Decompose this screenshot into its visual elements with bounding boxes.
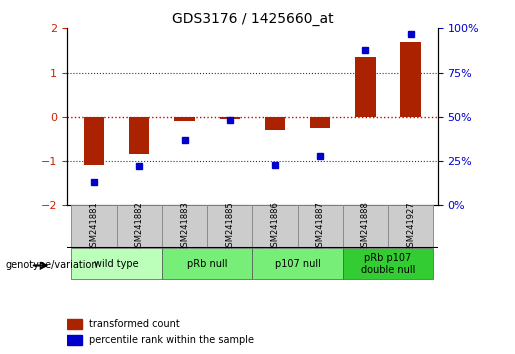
Text: p107 null: p107 null — [274, 259, 320, 269]
FancyBboxPatch shape — [162, 205, 207, 248]
Text: GSM241883: GSM241883 — [180, 201, 189, 252]
FancyBboxPatch shape — [298, 205, 343, 248]
Text: wild type: wild type — [94, 259, 139, 269]
Text: GSM241886: GSM241886 — [270, 201, 280, 252]
Text: GSM241881: GSM241881 — [90, 201, 98, 252]
FancyBboxPatch shape — [117, 205, 162, 248]
Text: GSM241887: GSM241887 — [316, 201, 324, 252]
Title: GDS3176 / 1425660_at: GDS3176 / 1425660_at — [171, 12, 333, 26]
Bar — [355, 57, 375, 117]
FancyBboxPatch shape — [343, 249, 433, 279]
FancyBboxPatch shape — [162, 249, 252, 279]
FancyBboxPatch shape — [343, 205, 388, 248]
Bar — [401, 42, 421, 117]
FancyBboxPatch shape — [388, 205, 433, 248]
Bar — [310, 117, 330, 128]
Bar — [175, 117, 195, 121]
Text: GSM241927: GSM241927 — [406, 201, 415, 252]
FancyBboxPatch shape — [207, 205, 252, 248]
Text: genotype/variation: genotype/variation — [5, 261, 98, 270]
FancyBboxPatch shape — [252, 249, 343, 279]
Text: pRb null: pRb null — [187, 259, 228, 269]
FancyBboxPatch shape — [72, 205, 117, 248]
Text: transformed count: transformed count — [89, 319, 180, 329]
Text: percentile rank within the sample: percentile rank within the sample — [89, 335, 254, 345]
Bar — [84, 117, 104, 166]
Bar — [67, 319, 82, 329]
Bar — [219, 117, 240, 119]
Text: pRb p107
double null: pRb p107 double null — [361, 253, 415, 275]
FancyBboxPatch shape — [72, 249, 162, 279]
Bar — [129, 117, 149, 154]
Text: GSM241888: GSM241888 — [361, 201, 370, 252]
Bar — [265, 117, 285, 130]
Text: GSM241882: GSM241882 — [135, 201, 144, 252]
FancyBboxPatch shape — [252, 205, 298, 248]
Bar — [67, 335, 82, 345]
Text: GSM241885: GSM241885 — [225, 201, 234, 252]
